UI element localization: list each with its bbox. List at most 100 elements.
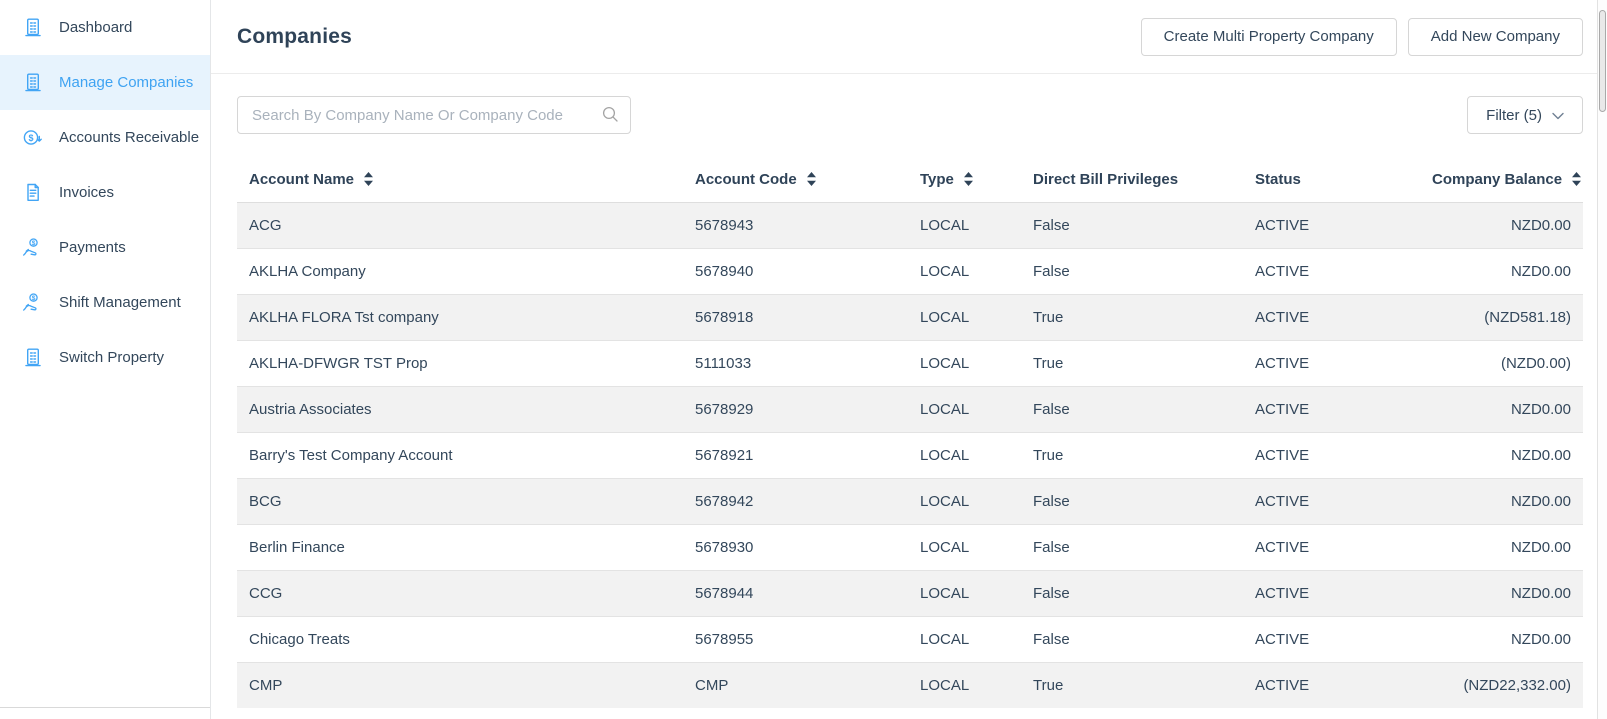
invoice-icon	[22, 182, 44, 204]
status-cell: ACTIVE	[1255, 676, 1310, 694]
sort-icon[interactable]	[363, 171, 374, 187]
type-cell: LOCAL	[920, 676, 970, 694]
account-name-cell: Austria Associates	[249, 400, 372, 418]
company-row[interactable]: CMP CMP LOCAL True ACTIVE (NZD22,332.00)	[237, 662, 1583, 708]
account-name-cell: AKLHA-DFWGR TST Prop	[249, 354, 428, 372]
status-cell: ACTIVE	[1255, 538, 1310, 556]
company-balance-cell: NZD0.00	[1510, 538, 1571, 556]
type-cell: LOCAL	[920, 400, 970, 418]
sidebar-item-switch-property[interactable]: Switch Property	[0, 330, 210, 385]
sidebar-item-label: Accounts Receivable	[59, 129, 200, 146]
type-cell: LOCAL	[920, 630, 970, 648]
company-row[interactable]: AKLHA Company 5678940 LOCAL False ACTIVE…	[237, 248, 1583, 294]
search-input[interactable]	[237, 96, 631, 134]
company-row[interactable]: Berlin Finance 5678930 LOCAL False ACTIV…	[237, 524, 1583, 570]
account-code-cell: 5678955	[695, 630, 754, 648]
account-code-cell: 5678929	[695, 400, 754, 418]
sort-icon[interactable]	[1571, 171, 1582, 187]
type-cell: LOCAL	[920, 308, 970, 326]
account-name-cell: ACG	[249, 216, 282, 234]
sidebar-divider	[210, 0, 211, 719]
account-code-cell: 5678942	[695, 492, 754, 510]
column-header-status[interactable]: Status	[1255, 170, 1301, 188]
column-header-account-name[interactable]: Account Name	[237, 157, 683, 202]
account-name-cell: Chicago Treats	[249, 630, 350, 648]
svg-text:$: $	[32, 240, 36, 247]
status-cell: ACTIVE	[1255, 354, 1310, 372]
sidebar-item-payments[interactable]: $ Payments	[0, 220, 210, 275]
company-row[interactable]: Austria Associates 5678929 LOCAL False A…	[237, 386, 1583, 432]
hand-coin-icon: $	[22, 292, 44, 314]
page-title: Companies	[237, 24, 352, 48]
account-code-cell: 5678930	[695, 538, 754, 556]
column-header-type[interactable]: Type	[908, 157, 1021, 202]
type-cell: LOCAL	[920, 354, 970, 372]
company-row[interactable]: ACG 5678943 LOCAL False ACTIVE NZD0.00	[237, 202, 1583, 248]
building-icon	[22, 72, 44, 94]
company-row[interactable]: Chicago Treats 5678955 LOCAL False ACTIV…	[237, 616, 1583, 662]
vertical-scrollbar-track[interactable]	[1597, 0, 1607, 719]
company-row[interactable]: CCG 5678944 LOCAL False ACTIVE NZD0.00	[237, 570, 1583, 616]
search-icon	[602, 106, 619, 127]
svg-text:$: $	[32, 295, 36, 302]
sort-icon[interactable]	[806, 171, 817, 187]
search-box	[237, 96, 631, 134]
type-cell: LOCAL	[920, 262, 970, 280]
table-header-row: Account Name Account Code	[237, 157, 1583, 202]
create-multi-property-company-button[interactable]: Create Multi Property Company	[1140, 17, 1397, 56]
direct-bill-cell: True	[1033, 308, 1064, 326]
account-name-cell: AKLHA Company	[249, 262, 366, 280]
type-cell: LOCAL	[920, 216, 970, 234]
sort-icon[interactable]	[963, 171, 974, 187]
sidebar-item-label: Shift Management	[59, 294, 181, 311]
status-cell: ACTIVE	[1255, 584, 1310, 602]
account-code-cell: 5678921	[695, 446, 754, 464]
direct-bill-cell: False	[1033, 584, 1070, 602]
building-icon	[22, 17, 44, 39]
account-name-cell: Berlin Finance	[249, 538, 345, 556]
account-code-cell: 5678944	[695, 584, 754, 602]
company-row[interactable]: AKLHA-DFWGR TST Prop 5111033 LOCAL True …	[237, 340, 1583, 386]
account-code-cell: 5678943	[695, 216, 754, 234]
sidebar-item-shift-management[interactable]: $ Shift Management	[0, 275, 210, 330]
account-name-cell: CCG	[249, 584, 283, 602]
status-cell: ACTIVE	[1255, 308, 1310, 326]
account-name-cell: Barry's Test Company Account	[249, 446, 453, 464]
column-header-company-balance[interactable]: Company Balance	[1420, 157, 1583, 202]
company-balance-cell: NZD0.00	[1510, 584, 1571, 602]
sidebar-item-manage-companies[interactable]: Manage Companies	[0, 55, 210, 110]
company-row[interactable]: Barry's Test Company Account 5678921 LOC…	[237, 432, 1583, 478]
sidebar-item-invoices[interactable]: Invoices	[0, 165, 210, 220]
company-row[interactable]: BCG 5678942 LOCAL False ACTIVE NZD0.00	[237, 478, 1583, 524]
add-new-company-button[interactable]: Add New Company	[1407, 17, 1583, 56]
title-actions: Create Multi Property Company Add New Co…	[1140, 17, 1583, 56]
direct-bill-cell: True	[1033, 446, 1064, 464]
company-balance-cell: NZD0.00	[1510, 630, 1571, 648]
status-cell: ACTIVE	[1255, 630, 1310, 648]
type-cell: LOCAL	[920, 446, 970, 464]
chevron-down-icon	[1552, 107, 1564, 124]
filter-button[interactable]: Filter (5)	[1467, 96, 1583, 134]
account-code-cell: CMP	[695, 676, 729, 694]
direct-bill-cell: False	[1033, 216, 1070, 234]
status-cell: ACTIVE	[1255, 400, 1310, 418]
svg-text:$: $	[28, 132, 33, 142]
account-name-cell: CMP	[249, 676, 283, 694]
column-header-direct-bill-privileges[interactable]: Direct Bill Privileges	[1033, 170, 1179, 188]
type-cell: LOCAL	[920, 584, 970, 602]
account-name-cell: AKLHA FLORA Tst company	[249, 308, 439, 326]
account-code-cell: 5111033	[695, 354, 752, 372]
company-row[interactable]: AKLHA FLORA Tst company 5678918 LOCAL Tr…	[237, 294, 1583, 340]
table-toolbar: Filter (5)	[237, 96, 1583, 134]
sidebar-item-dashboard[interactable]: Dashboard	[0, 0, 210, 55]
status-cell: ACTIVE	[1255, 262, 1310, 280]
sidebar-item-accounts-receivable[interactable]: $ Accounts Receivable	[0, 110, 210, 165]
direct-bill-cell: False	[1033, 400, 1070, 418]
filter-label: Filter (5)	[1486, 106, 1542, 124]
direct-bill-cell: False	[1033, 492, 1070, 510]
column-header-account-code[interactable]: Account Code	[683, 157, 908, 202]
vertical-scrollbar-thumb[interactable]	[1599, 10, 1606, 112]
sidebar-item-label: Invoices	[59, 184, 115, 201]
company-balance-cell: NZD0.00	[1510, 492, 1571, 510]
